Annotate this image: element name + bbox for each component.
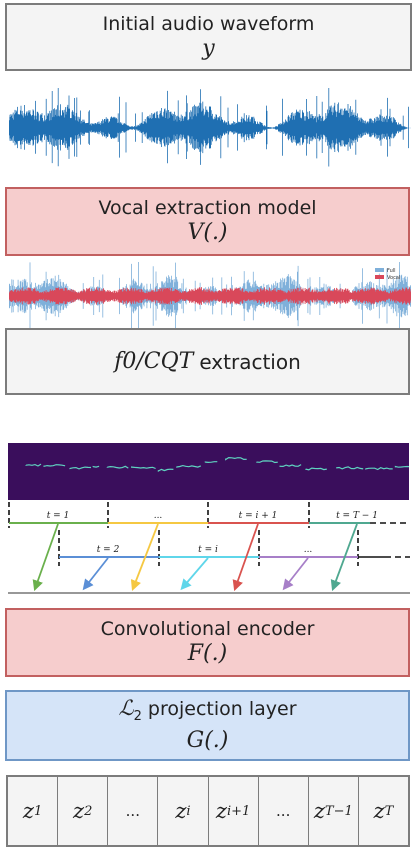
conv-encoder-symbol: F(.)	[187, 641, 228, 666]
projection-l-symbol: ℒ	[118, 696, 134, 721]
legend-full-swatch	[375, 268, 384, 272]
vocal-extraction-label: Vocal extraction model	[98, 197, 317, 219]
input-waveform-label: Initial audio waveform	[102, 12, 315, 35]
vocal-extraction-symbol: V(.)	[187, 220, 228, 245]
vocal-extraction-box: Vocal extraction model V(.)	[5, 187, 410, 256]
projection-layer-title: ℒ2 projection layer	[118, 697, 296, 728]
input-waveform-plot	[9, 88, 411, 167]
f0-extraction-box: f0/CQT extraction	[5, 328, 410, 395]
window-label-t1: t = 1	[47, 511, 70, 521]
window-label-dots-2: ...	[304, 545, 313, 555]
cqt-pitch-trace	[25, 456, 409, 472]
window-label-tT1: t = T − 1	[336, 511, 378, 521]
window-label-ti1: t = i + 1	[239, 511, 278, 521]
cqt-spectrogram	[8, 443, 409, 500]
separated-legend: Full Vocal	[375, 268, 400, 281]
projection-layer-symbol: G(.)	[186, 727, 229, 753]
latent-cell: ...	[259, 777, 309, 845]
legend-full-label: Full	[387, 268, 396, 274]
waveform-trace	[9, 88, 411, 167]
projection-layer-box: ℒ2 projection layer G(.)	[5, 690, 410, 761]
latent-cell: z T−1	[309, 777, 359, 845]
projection-layer-label: projection layer	[147, 698, 297, 721]
conv-encoder-label: Convolutional encoder	[100, 618, 315, 640]
window-label-ti: t = i	[198, 545, 218, 555]
legend-vocal-swatch	[375, 275, 384, 279]
latent-cell: ...	[108, 777, 159, 845]
window-label-dots-1: ...	[154, 511, 163, 521]
projection-l-sub: 2	[133, 708, 142, 724]
f0-extraction-symbol: f0/CQT	[114, 349, 194, 374]
legend-vocal-label: Vocal	[387, 275, 400, 281]
window-label-t2: t = 2	[97, 545, 120, 555]
separated-waveform-plot: Full Vocal	[9, 262, 411, 330]
f0-extraction-label: extraction	[199, 349, 301, 374]
latent-cell: z i+1	[209, 777, 259, 845]
cqt-background	[8, 443, 409, 500]
input-waveform-box: Initial audio waveform y	[5, 3, 412, 71]
vocal-waveform-trace	[9, 287, 411, 305]
time-window-diagram: t = 1 ... t = i + 1 t = T − 1 t = 2 t = …	[8, 502, 410, 594]
convolutional-encoder-box: Convolutional encoder F(.)	[5, 608, 410, 677]
input-waveform-symbol: y	[202, 35, 215, 61]
